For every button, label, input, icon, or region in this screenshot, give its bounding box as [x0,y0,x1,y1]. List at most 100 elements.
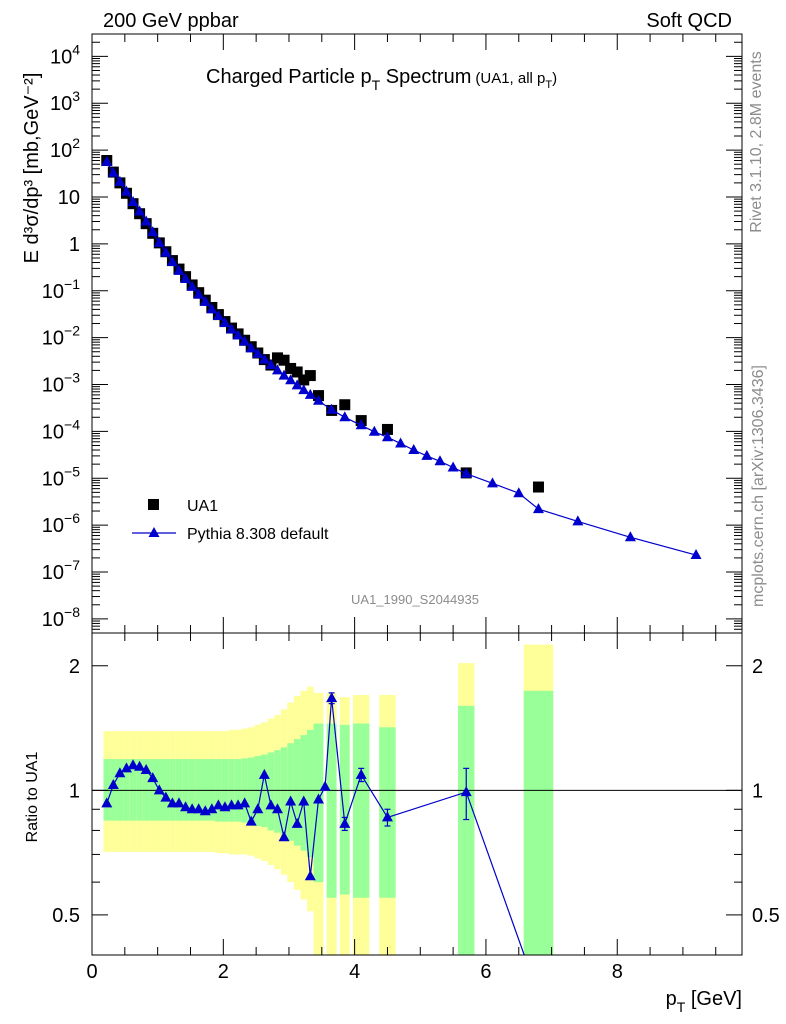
pythia-point [127,196,139,207]
pythia-point [690,549,702,560]
main-ytick-label: 10−2 [42,323,80,350]
ratio-point [239,797,251,808]
ratio-ytick-label: 0.5 [52,905,80,927]
pythia-point [326,403,338,414]
ua1-point [339,399,351,411]
main-ytick-label: 104 [50,41,80,68]
xtick-label: 2 [218,961,229,983]
ratio-data-layer [101,692,525,955]
legend: UA1 Pythia 8.308 default [132,498,329,543]
main-ytick-labels: 10410310210110−110−210−310−410−510−610−7… [42,41,80,631]
ratio-point [278,831,290,842]
ua1-point [298,374,310,386]
band-inner [261,754,268,828]
ratio-point [319,780,331,791]
ratio-point [127,759,139,770]
pythia-point [239,335,251,346]
pythia-point [532,503,544,514]
ratio-point [245,815,257,826]
main-ytick-label: 10 [58,187,80,209]
ratio-point [252,803,264,814]
chart-title: Charged Particle pT Spectrum (UA1, all pT… [206,66,557,93]
pythia-point [381,431,393,442]
legend-marker-ua1 [148,499,159,510]
band-inner [307,729,314,858]
ratio-ytick-labels: 2 2 1 1 0.5 0.5 [52,656,780,927]
ratio-ytick-label: 2 [69,656,80,678]
xtick-label: 4 [349,961,360,983]
pythia-point [147,226,159,237]
pythia-point [219,317,231,328]
ratio-ytick-label-right: 1 [752,780,763,802]
ratio-point [193,803,205,814]
ratio-point [460,786,472,797]
pythia-point [355,419,367,430]
main-ytick-label: 103 [50,88,80,115]
ratio-point [101,797,113,808]
pythia-point [160,246,172,257]
pythia-point [206,303,218,314]
band-inner [352,723,370,898]
pythia-point [120,185,132,196]
pythia-point [513,487,525,498]
ratio-point [140,763,152,774]
analysis-watermark: UA1_1990_S2044935 [351,592,479,607]
ratio-ytick-label: 1 [69,780,80,802]
pythia-point [193,288,205,299]
pythia-point [313,394,325,405]
band-inner [458,705,475,955]
band-inner [267,752,275,831]
pythia-point [408,444,420,455]
main-ytick-label: 10−4 [42,416,80,443]
ratio-point [160,791,172,802]
pythia-point [487,477,499,488]
ratio-point [180,801,192,812]
ratio-ytick-label-right: 2 [752,656,763,678]
pythia-point [572,515,584,526]
pythia-point [140,215,152,226]
ratio-point [114,767,126,778]
ratio-point [107,779,119,790]
ratio-point [271,803,283,814]
pythia-point [271,364,283,375]
xtick-label: 0 [86,961,97,983]
pythia-point [258,353,270,364]
pythia-point [304,388,316,399]
band-inner [523,690,554,955]
ratio-point [173,797,185,808]
pythia-point [395,437,407,448]
x-axis-label: pT [GeV] [666,988,742,1015]
mcplots-label: mcplots.cern.ch [arXiv:1306.3436] [750,365,767,607]
pythia-point [114,175,126,186]
header-right: Soft QCD [646,10,732,32]
rivet-label: Rivet 3.1.10, 2.8M events [748,51,765,232]
ua1-point [532,481,544,493]
pythia-point [298,384,310,395]
pythia-point [421,449,433,460]
pythia-point [153,236,165,247]
band-inner [280,747,288,837]
ratio-point [304,870,316,881]
pythia-point [107,166,119,177]
band-inner [293,739,301,846]
ratio-point [120,762,132,773]
pythia-line [106,161,697,556]
main-ytick-label: 10−1 [42,276,80,303]
pythia-point [434,455,446,466]
pythia-point [166,256,178,267]
ratio-point [291,817,303,828]
header-left: 200 GeV ppbar [103,10,239,32]
ratio-point [265,799,277,810]
ratio-point [339,817,351,828]
ua1-point [285,362,297,374]
ratio-point [326,692,338,703]
xtick-label: 8 [612,961,623,983]
pythia-point [173,264,185,275]
legend-label-pythia: Pythia 8.308 default [187,526,329,543]
pythia-point [245,342,257,353]
ratio-point [285,795,297,806]
pythia-point [265,359,277,370]
ratio-point [258,768,270,779]
main-data-layer [101,155,702,560]
